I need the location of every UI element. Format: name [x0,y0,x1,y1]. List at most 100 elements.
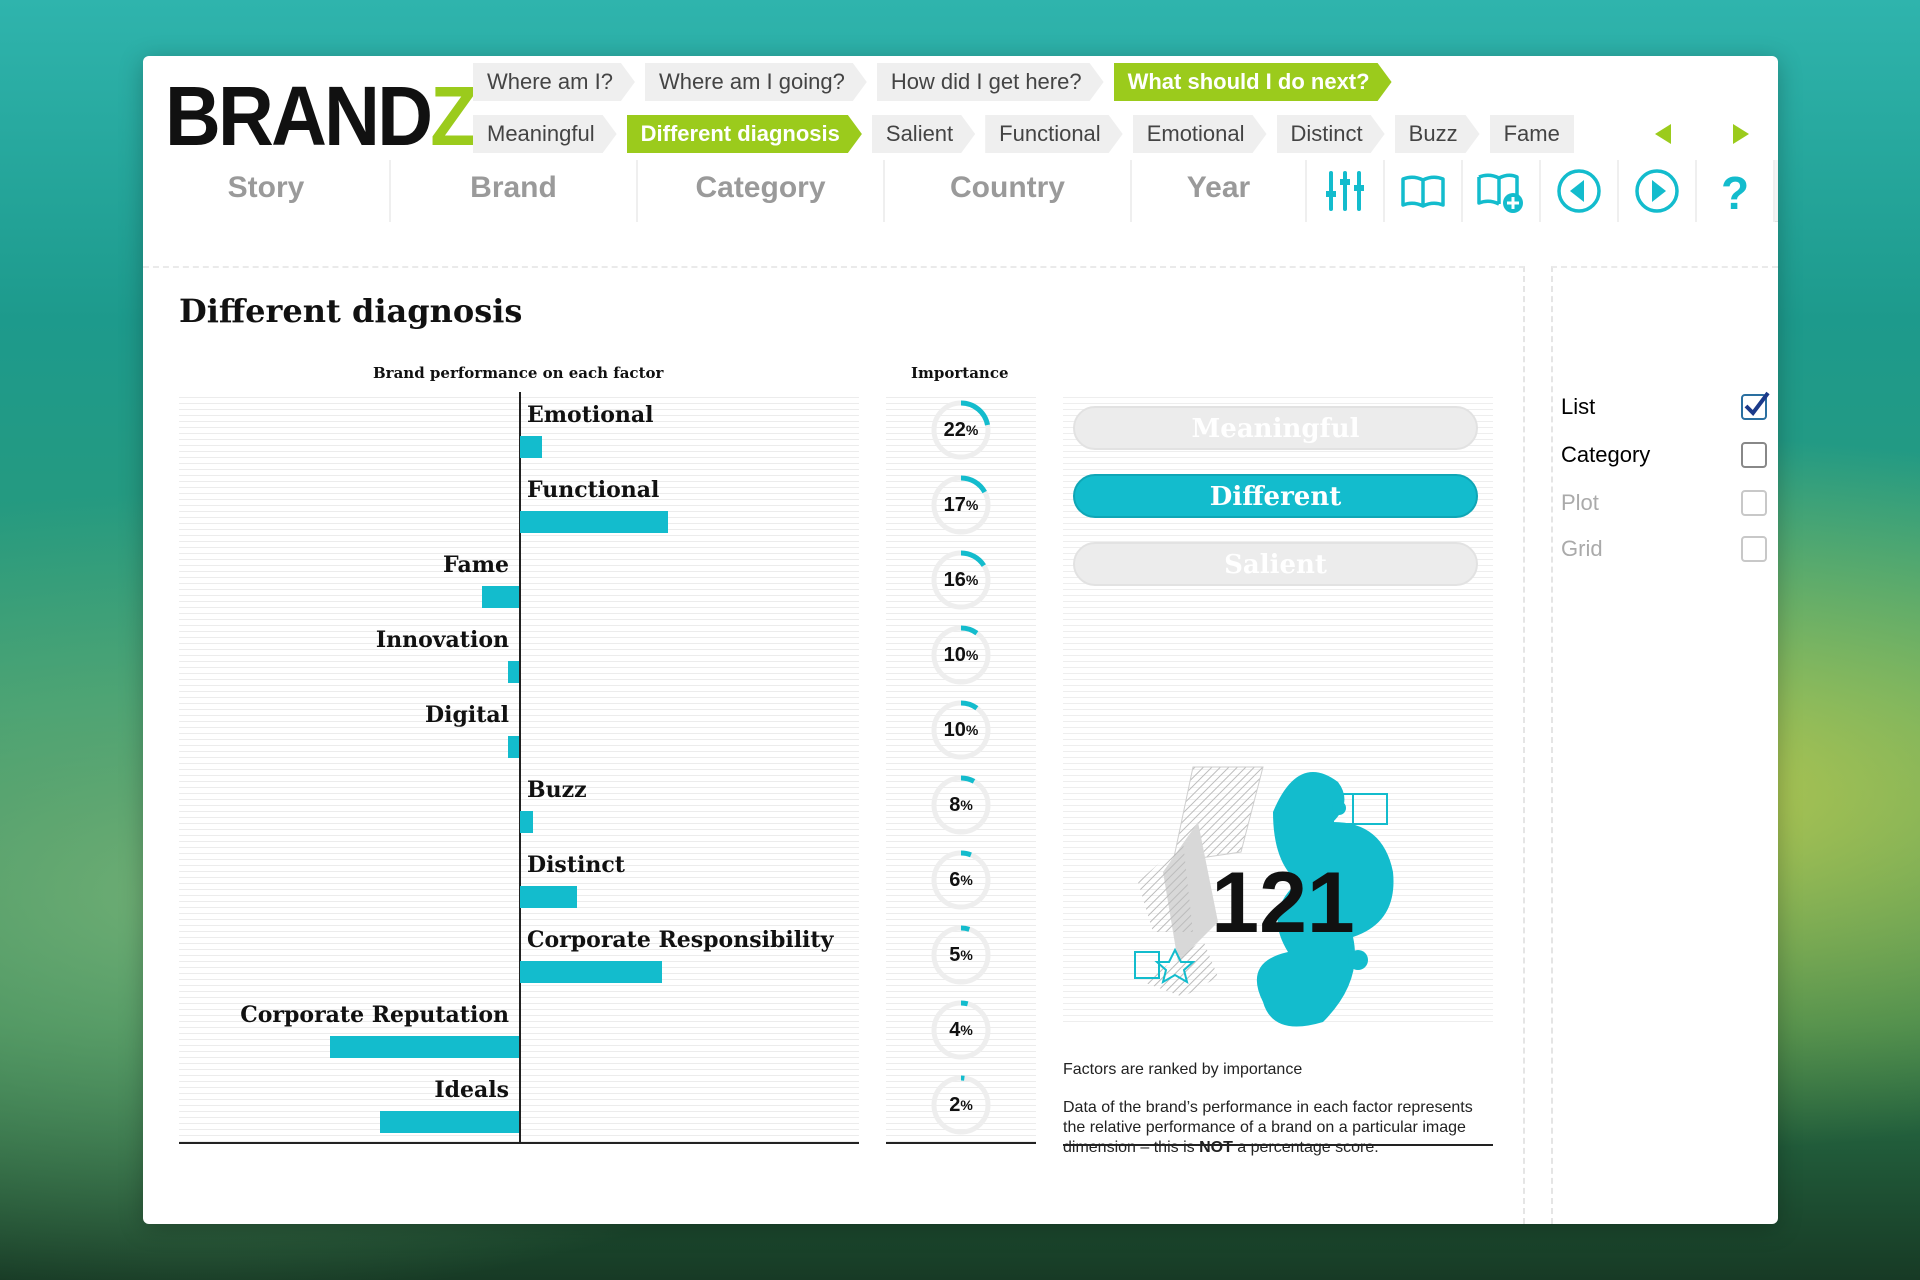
plot-checkbox [1741,490,1767,516]
disclaimer-text: Data of the brand’s performance in each … [1063,1099,1473,1156]
section-link-meaningful[interactable]: Meaningful [473,115,617,153]
performance-disclaimer: Data of the brand’s performance in each … [1063,1098,1493,1158]
importance-track [931,925,991,985]
score-emblem: 121 [1123,762,1443,1032]
factor-row: Ideals [179,1069,859,1144]
factor-label: Functional [527,477,660,503]
logo-text: BRAND [165,69,433,163]
importance-number: 4 [949,1018,961,1041]
section-link-different-diagnosis[interactable]: Different diagnosis [627,115,862,153]
importance-ring [931,1000,991,1060]
factor-row: Innovation [179,619,859,694]
percent-sign: % [965,422,979,438]
performance-bar [520,511,668,533]
pillar-salient-button[interactable]: Salient [1073,542,1478,586]
category-checkbox[interactable] [1741,442,1767,468]
grid-checkbox [1741,536,1767,562]
importance-arc [931,850,991,910]
view-option-list[interactable]: List [1553,386,1778,426]
importance-donut: 16% [929,548,993,612]
importance-baseline [886,1142,1036,1144]
zero-axis [519,392,521,1144]
performance-bar [330,1036,519,1058]
importance-donut: 10% [929,623,993,687]
view-option-category[interactable]: Category [1553,434,1778,474]
settings-sliders-icon[interactable] [1307,160,1385,222]
importance-number: 5 [949,943,961,966]
factor-row: Corporate Reputation [179,994,859,1069]
previous-icon[interactable] [1541,160,1619,222]
book-icon[interactable] [1385,160,1463,222]
journey-step-what-should-i-do-next[interactable]: What should I do next? [1114,63,1392,101]
view-option-label: Plot [1561,490,1599,515]
brandz-app-window: BRANDZ Where am I? Where am I going? How d… [143,56,1778,1224]
importance-value: 4% [929,998,993,1062]
performance-chart: Emotional Functional Fame Innovation Digital… [179,392,859,1144]
book-add-icon[interactable] [1463,160,1541,222]
section-link-emotional[interactable]: Emotional [1133,115,1267,153]
importance-ring [931,700,991,760]
journey-step-how-did-i-get-here[interactable]: How did I get here? [877,63,1104,101]
importance-background [886,392,1036,1144]
importance-number: 17 [943,493,966,516]
factor-row: Emotional [179,394,859,469]
importance-donut: 5% [929,923,993,987]
brandz-logo[interactable]: BRANDZ [165,69,477,163]
pillar-baseline [1063,1144,1493,1146]
performance-bar [520,811,533,833]
journey-step-where-am-i[interactable]: Where am I? [473,63,635,101]
diagnosis-panel: Different diagnosis Brand performance on… [143,266,1525,1224]
importance-number: 22 [943,418,966,441]
importance-arc [931,700,991,760]
importance-value: 5% [929,923,993,987]
importance-ring [931,625,991,685]
factor-label: Emotional [527,402,654,428]
next-icon[interactable] [1619,160,1697,222]
section-link-distinct[interactable]: Distinct [1277,115,1385,153]
checkmark-icon [1744,391,1770,417]
section-link-buzz[interactable]: Buzz [1395,115,1480,153]
percent-sign: % [965,647,979,663]
tab-category[interactable]: Category [638,160,885,222]
importance-arc [931,775,991,835]
section-link-functional[interactable]: Functional [985,115,1123,153]
percent-sign: % [960,872,973,888]
percent-sign: % [960,1022,973,1038]
main-tab-bar: Story Brand Category Country Year ? [143,160,1778,222]
tab-story[interactable]: Story [143,160,391,222]
factor-row: Corporate Responsibility [179,919,859,994]
tab-year[interactable]: Year [1132,160,1307,222]
importance-donut: 2% [929,1073,993,1137]
importance-arc [931,400,991,460]
section-link-fame[interactable]: Fame [1489,115,1574,153]
tab-country[interactable]: Country [885,160,1132,222]
importance-number: 10 [943,718,966,741]
view-option-label: Grid [1561,536,1603,561]
journey-step-where-am-i-going[interactable]: Where am I going? [645,63,867,101]
importance-number: 2 [949,1093,961,1116]
section-link-salient[interactable]: Salient [872,115,975,153]
pillar-meaningful-button[interactable]: Meaningful [1073,406,1478,450]
logo-accent: Z [430,69,477,163]
factor-row: Fame [179,544,859,619]
importance-ring [931,1075,991,1135]
importance-value: 16% [929,548,993,612]
performance-bar [507,736,519,758]
importance-ring [931,850,991,910]
importance-donut: 4% [929,998,993,1062]
pillar-different-button[interactable]: Different [1073,474,1478,518]
importance-header: Importance [911,364,1009,382]
performance-bar [482,586,519,608]
view-option-plot: Plot [1553,482,1778,522]
scroll-right-icon[interactable] [1711,115,1771,153]
help-icon[interactable]: ? [1697,160,1775,222]
factor-label: Distinct [527,852,625,878]
importance-donut: 6% [929,848,993,912]
scroll-left-icon[interactable] [1633,115,1693,153]
importance-number: 10 [943,643,966,666]
factor-row: Digital [179,694,859,769]
importance-ring [931,475,991,535]
list-checkbox[interactable] [1741,391,1770,420]
importance-donut: 22% [929,398,993,462]
tab-brand[interactable]: Brand [391,160,638,222]
